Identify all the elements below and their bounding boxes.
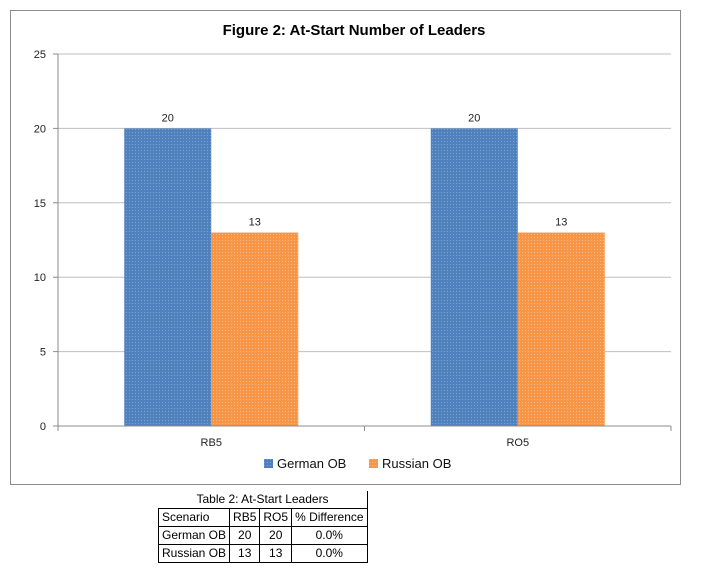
y-tick-label: 10 — [34, 272, 46, 284]
table-cell: 20 — [229, 526, 261, 545]
table-header-rb5: RB5 — [229, 508, 261, 527]
table-row: Russian OB 13 13 0.0% — [157, 544, 368, 563]
table-cell: 0.0% — [291, 526, 368, 545]
bar-russian-ob-rb5 — [211, 232, 299, 426]
legend-swatch-german-ob — [264, 459, 273, 468]
data-table: Table 2: At-Start Leaders Scenario RB5 R… — [157, 491, 368, 563]
x-tick-label: RO5 — [506, 437, 529, 449]
data-label: 13 — [249, 217, 261, 229]
bar-german-ob-ro5 — [430, 128, 518, 426]
table-header-ro5: RO5 — [259, 508, 293, 527]
bar-chart: Figure 2: At-Start Number of Leaders 20 1… — [34, 22, 672, 471]
bar-russian-ob-ro5 — [517, 232, 605, 426]
table-header-row: Scenario RB5 RO5 % Difference — [157, 508, 368, 527]
legend-label-german-ob: German OB — [277, 456, 346, 471]
legend-swatch-russian-ob — [369, 459, 378, 468]
data-label: 20 — [468, 112, 480, 124]
y-tick-label: 25 — [34, 49, 46, 61]
legend: German OB Russian OB — [264, 456, 451, 471]
table-cell: 13 — [259, 544, 293, 563]
x-tick-label: RB5 — [201, 437, 222, 449]
bar-german-ob-rb5 — [124, 128, 212, 426]
table-cell: 13 — [229, 544, 261, 563]
data-label: 13 — [555, 217, 567, 229]
table-row: German OB 20 20 0.0% — [157, 526, 368, 545]
table-header-scenario: Scenario — [157, 508, 231, 527]
y-tick-label: 0 — [40, 421, 46, 433]
table-header-pct-diff: % Difference — [291, 508, 368, 527]
table-caption: Table 2: At-Start Leaders — [158, 491, 368, 509]
table-cell: 20 — [259, 526, 293, 545]
legend-label-russian-ob: Russian OB — [382, 456, 451, 471]
chart-frame: Figure 2: At-Start Number of Leaders 20 1… — [10, 10, 681, 485]
data-label: 20 — [162, 112, 174, 124]
y-tick-label: 20 — [34, 123, 46, 135]
y-tick-label: 5 — [40, 347, 46, 359]
table-cell: 0.0% — [291, 544, 368, 563]
chart-title: Figure 2: At-Start Number of Leaders — [223, 22, 486, 39]
y-tick-label: 15 — [34, 198, 46, 210]
table-cell: German OB — [157, 526, 231, 545]
table-cell: Russian OB — [157, 544, 231, 563]
